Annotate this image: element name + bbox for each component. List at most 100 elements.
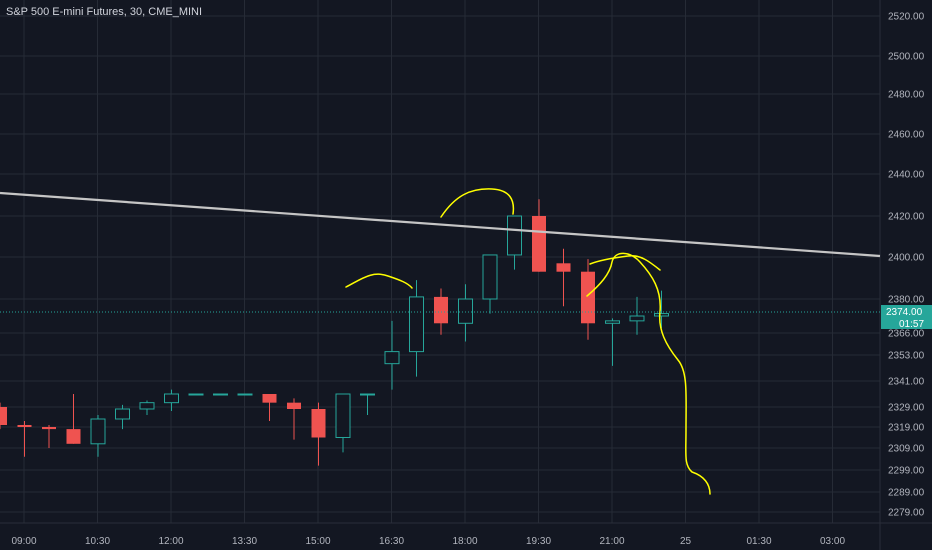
x-tick-label: 03:00 bbox=[820, 536, 845, 547]
candle-body bbox=[360, 393, 375, 396]
candle bbox=[335, 393, 351, 453]
candle bbox=[90, 415, 106, 457]
candle-body bbox=[409, 296, 424, 353]
y-tick-label: 2341.00 bbox=[888, 377, 925, 388]
y-tick-label: 2353.00 bbox=[888, 351, 925, 362]
candle bbox=[629, 296, 645, 335]
x-tick-label: 21:00 bbox=[599, 536, 624, 547]
candle-body bbox=[90, 418, 106, 445]
y-tick-label: 2500.00 bbox=[888, 52, 925, 63]
candle bbox=[360, 393, 375, 415]
candle-body bbox=[0, 407, 7, 425]
candle bbox=[17, 421, 32, 457]
candle bbox=[287, 398, 301, 440]
y-tick-label: 2329.00 bbox=[888, 403, 925, 414]
x-tick-label: 18:00 bbox=[452, 536, 477, 547]
candle-body bbox=[335, 393, 351, 438]
x-tick-label: 19:30 bbox=[526, 536, 551, 547]
candle-body bbox=[237, 393, 253, 396]
x-tick-label: 12:00 bbox=[158, 536, 183, 547]
candle bbox=[384, 320, 400, 390]
candles bbox=[0, 199, 669, 466]
x-tick-label: 13:30 bbox=[232, 536, 257, 547]
candle bbox=[139, 400, 155, 415]
candle-body bbox=[581, 271, 595, 324]
candle-body bbox=[42, 427, 56, 430]
annotation-arc-peak bbox=[440, 188, 515, 218]
candle-body bbox=[188, 393, 204, 396]
candle bbox=[482, 254, 498, 314]
x-tick-label: 25 bbox=[680, 536, 692, 547]
candle bbox=[458, 284, 473, 342]
y-tick-label: 2366.00 bbox=[888, 329, 925, 340]
candle-body bbox=[384, 351, 400, 365]
current-price-tag: 2374.00 01:57 bbox=[881, 305, 932, 330]
annotations bbox=[345, 188, 711, 495]
chart-title: S&P 500 E-mini Futures, 30, CME_MINI bbox=[6, 6, 202, 18]
candle-body bbox=[164, 393, 179, 404]
candle-body bbox=[262, 394, 277, 403]
candle-body bbox=[556, 263, 571, 272]
candle-body bbox=[458, 298, 473, 324]
candle bbox=[581, 259, 595, 340]
candle-body bbox=[605, 320, 620, 324]
candle-body bbox=[115, 408, 130, 420]
y-tick-label: 2299.00 bbox=[888, 466, 925, 477]
trendline[interactable] bbox=[0, 191, 881, 258]
y-tick-label: 2400.00 bbox=[888, 253, 925, 264]
candle-body bbox=[139, 402, 155, 410]
candle bbox=[262, 394, 277, 421]
annotation-projection bbox=[586, 252, 711, 495]
x-tick-label: 10:30 bbox=[85, 536, 110, 547]
time-axis[interactable]: 09:00 10:30 12:00 13:30 15:00 16:30 18:00 19:30… bbox=[11, 536, 845, 547]
annotation-arc-left bbox=[345, 273, 413, 289]
x-tick-label: 16:30 bbox=[379, 536, 404, 547]
y-tick-label: 2289.00 bbox=[888, 488, 925, 499]
y-tick-label: 2380.00 bbox=[888, 295, 925, 306]
candle bbox=[311, 402, 326, 466]
price-axis[interactable]: 2520.00 2500.00 2480.00 2460.00 2440.00 2420.… bbox=[888, 12, 925, 519]
candle bbox=[654, 290, 669, 329]
candle bbox=[188, 393, 204, 396]
y-tick-label: 2309.00 bbox=[888, 444, 925, 455]
y-tick-label: 2520.00 bbox=[888, 12, 925, 23]
candle-body bbox=[17, 425, 32, 427]
annotation-arc-right bbox=[589, 254, 661, 271]
candle-body bbox=[287, 402, 301, 409]
candle-body bbox=[532, 216, 546, 272]
candle bbox=[42, 425, 56, 448]
candle bbox=[507, 215, 522, 270]
candle-body bbox=[311, 409, 326, 438]
current-price-label: 2374.00 bbox=[886, 307, 923, 318]
candle bbox=[556, 248, 571, 307]
candle bbox=[213, 393, 228, 396]
y-tick-label: 2319.00 bbox=[888, 423, 925, 434]
candle bbox=[237, 393, 253, 396]
candle bbox=[532, 199, 546, 272]
candle bbox=[164, 389, 179, 411]
y-tick-label: 2480.00 bbox=[888, 90, 925, 101]
y-tick-label: 2460.00 bbox=[888, 130, 925, 141]
candle bbox=[66, 394, 81, 444]
candle bbox=[409, 280, 424, 377]
candle-body bbox=[482, 254, 498, 300]
candle bbox=[0, 402, 7, 430]
candle-body bbox=[507, 215, 522, 256]
candle-body bbox=[213, 393, 228, 396]
candle bbox=[115, 404, 130, 430]
candle-body bbox=[654, 313, 669, 317]
candle bbox=[605, 318, 620, 366]
y-tick-label: 2279.00 bbox=[888, 508, 925, 519]
candle-body bbox=[66, 429, 81, 444]
y-tick-label: 2420.00 bbox=[888, 212, 925, 223]
x-tick-label: 15:00 bbox=[305, 536, 330, 547]
candle-body bbox=[629, 315, 645, 322]
y-tick-label: 2440.00 bbox=[888, 170, 925, 181]
x-tick-label: 09:00 bbox=[11, 536, 36, 547]
countdown-label: 01:57 bbox=[899, 319, 924, 330]
x-tick-label: 01:30 bbox=[746, 536, 771, 547]
candle-body bbox=[434, 296, 448, 324]
